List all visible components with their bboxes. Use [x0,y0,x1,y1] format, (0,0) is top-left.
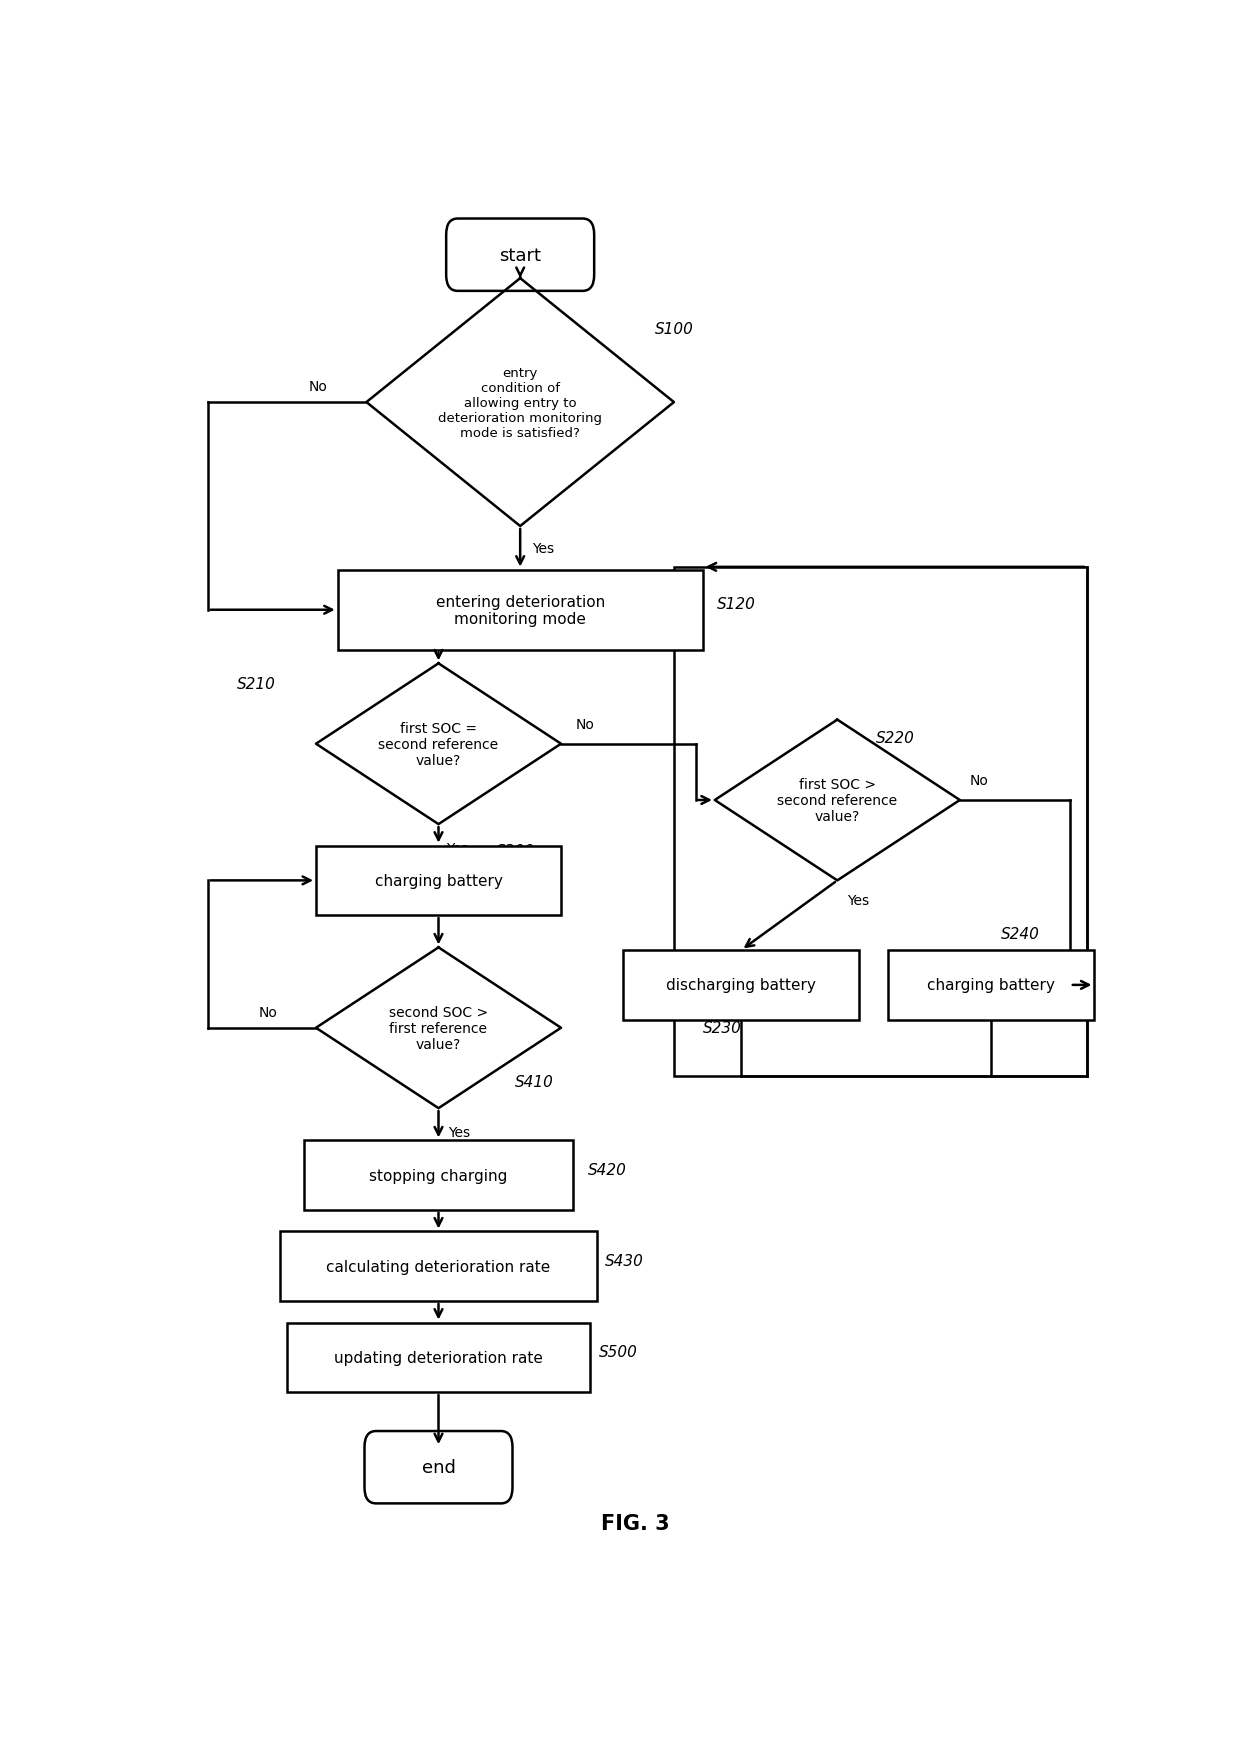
Text: second SOC >
first reference
value?: second SOC > first reference value? [389,1005,489,1052]
Text: S220: S220 [875,730,915,744]
Text: Yes: Yes [446,842,469,856]
Bar [286,1323,590,1393]
Polygon shape [714,720,960,882]
FancyBboxPatch shape [365,1431,512,1504]
Bar [624,951,859,1021]
Bar [280,1231,596,1301]
Polygon shape [316,664,560,824]
Text: charging battery: charging battery [374,873,502,889]
Text: first SOC >
second reference
value?: first SOC > second reference value? [777,777,898,824]
Bar [675,567,1087,1076]
Text: FIG. 3: FIG. 3 [601,1513,670,1534]
Bar [888,951,1095,1021]
Text: first SOC =
second reference
value?: first SOC = second reference value? [378,722,498,767]
Text: Yes: Yes [448,1125,470,1139]
Bar [337,570,703,650]
Text: calculating deterioration rate: calculating deterioration rate [326,1259,551,1275]
Text: stopping charging: stopping charging [370,1169,507,1183]
Text: end: end [422,1459,455,1476]
Text: S420: S420 [588,1163,626,1177]
Text: S210: S210 [237,676,275,692]
Text: S240: S240 [1001,927,1039,943]
Text: No: No [258,1005,278,1019]
Text: entry
condition of
allowing entry to
deterioration monitoring
mode is satisfied?: entry condition of allowing entry to det… [438,367,603,440]
Polygon shape [367,278,675,527]
Text: Yes: Yes [532,541,554,555]
Text: S410: S410 [516,1075,554,1089]
Text: S300: S300 [496,843,534,859]
Text: S230: S230 [703,1021,742,1036]
Text: No: No [575,716,594,730]
Polygon shape [316,948,560,1108]
Bar [304,1141,573,1210]
Text: S100: S100 [655,322,693,337]
Text: S500: S500 [599,1344,637,1360]
Text: S120: S120 [717,596,756,610]
Text: S430: S430 [605,1254,644,1269]
Text: start: start [500,247,541,264]
Text: updating deterioration rate: updating deterioration rate [334,1349,543,1365]
Text: charging battery: charging battery [928,977,1055,993]
Text: Yes: Yes [847,894,869,908]
Text: No: No [970,774,988,788]
Text: entering deterioration
monitoring mode: entering deterioration monitoring mode [435,595,605,626]
Text: No: No [309,379,327,393]
Text: discharging battery: discharging battery [666,977,816,993]
FancyBboxPatch shape [446,219,594,292]
Bar [316,847,560,916]
